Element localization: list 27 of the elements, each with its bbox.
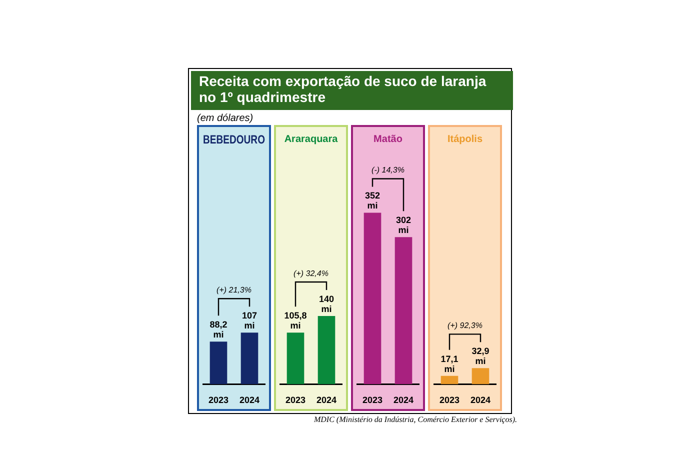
data-label: 140 mi [318,294,334,314]
text: (+) 21,3% [216,286,252,295]
data-label: 17,1 mi [440,354,458,374]
x-tick-label: 2023 [208,395,229,406]
text: (+) 32,4% [294,269,328,278]
x-tick-label: 2024 [393,395,414,406]
data-label: 302 mi [396,215,412,236]
text: MDIC (Ministério da Indústria, Comércio Exterior e Serviços). [314,415,517,424]
x-tick-label: 2024 [316,395,337,406]
data-label: 352 mi [364,190,380,211]
chart-title: BEBEDOURO [203,134,265,147]
x-tick-label: 2023 [362,395,383,406]
chart-title: Araraquara [284,134,338,145]
text: (-) 14,3% [372,166,404,175]
x-tick-label: 2023 [439,395,460,406]
text: (em dólares) [197,113,254,124]
text: (+) 92,3% [448,321,482,330]
x-tick-label: 2023 [285,395,306,406]
x-tick-label: 2024 [239,395,260,406]
data-label: 107 mi [242,310,258,331]
text: Receita com exportação de suco de laranja no 1º quadrimestre [191,71,513,110]
data-label: 32,9 mi [472,346,490,366]
chart-title: Matão [374,134,402,145]
chart-title: Itápolis [447,134,483,145]
data-label: 88,2 mi [210,320,228,340]
x-tick-label: 2024 [470,395,491,406]
data-label: 105,8 mi [284,310,307,331]
